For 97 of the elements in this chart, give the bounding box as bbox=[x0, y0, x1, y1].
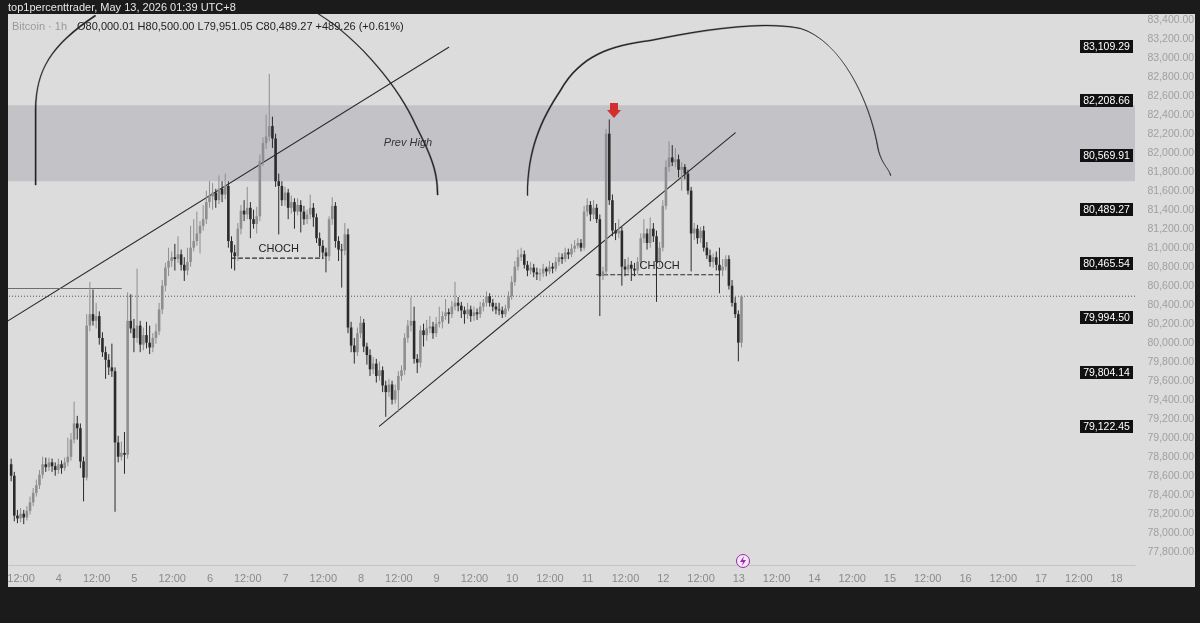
candlestick bbox=[375, 358, 378, 384]
candlestick bbox=[148, 325, 151, 355]
candlestick bbox=[497, 302, 501, 316]
candlestick bbox=[538, 268, 542, 282]
x-tick-label: 12:00 bbox=[233, 571, 262, 584]
candlestick bbox=[648, 216, 652, 249]
candlestick bbox=[674, 147, 677, 168]
x-tick-label: 8 bbox=[358, 571, 365, 584]
y-tick-label: 80,000.00 bbox=[1147, 336, 1195, 349]
y-tick-label: 79,800.00 bbox=[1147, 355, 1195, 368]
x-tick-label: 15 bbox=[883, 571, 897, 584]
text: Bitcoin · 1h bbox=[12, 20, 68, 32]
y-tick-label: 81,000.00 bbox=[1147, 241, 1195, 254]
candlestick bbox=[214, 188, 218, 209]
x-tick-label: 9 bbox=[433, 571, 440, 584]
y-tick-label: 78,000.00 bbox=[1147, 526, 1195, 539]
candlestick bbox=[290, 194, 293, 214]
x-tick-label: 18 bbox=[1110, 571, 1123, 584]
x-tick-label: 16 bbox=[959, 571, 972, 584]
candlestick bbox=[378, 361, 381, 382]
annotation: 82,208.66 bbox=[1080, 94, 1133, 108]
y-tick-label: 78,800.00 bbox=[1147, 450, 1195, 463]
x-tick-label: 12:00 bbox=[1065, 571, 1093, 584]
candlestick bbox=[422, 323, 425, 347]
candlestick bbox=[142, 327, 145, 351]
annotation: 79,804.14 bbox=[1080, 365, 1133, 379]
x-tick-label: 14 bbox=[808, 571, 821, 584]
annotation: 79,122.45 bbox=[1080, 420, 1133, 433]
candlestick bbox=[293, 197, 296, 230]
y-tick-label: 81,600.00 bbox=[1147, 184, 1195, 197]
y-tick-label: 81,800.00 bbox=[1147, 165, 1195, 178]
y-tick-label: 79,000.00 bbox=[1147, 431, 1195, 444]
candlestick bbox=[211, 182, 214, 211]
candlestick bbox=[670, 144, 674, 167]
candlestick bbox=[120, 441, 123, 461]
candlestick bbox=[680, 161, 683, 192]
y-tick-label: 78,200.00 bbox=[1147, 507, 1195, 520]
y-tick-label: 81,200.00 bbox=[1147, 222, 1195, 235]
x-tick-label: 5 bbox=[131, 571, 138, 584]
x-tick-label: 12:00 bbox=[309, 571, 338, 584]
x-tick-label: 12:00 bbox=[82, 571, 111, 584]
annotation: 83,109.29 bbox=[1080, 40, 1133, 53]
candlestick bbox=[123, 431, 126, 475]
y-tick-label: 80,800.00 bbox=[1147, 260, 1195, 273]
y-tick-label: 82,400.00 bbox=[1147, 108, 1195, 121]
x-tick-label: 12:00 bbox=[762, 571, 791, 584]
x-tick-label: 6 bbox=[206, 571, 214, 584]
annotation: 80,465.54 bbox=[1080, 257, 1133, 271]
candlestick bbox=[589, 200, 592, 222]
x-tick-label: 11 bbox=[582, 571, 594, 584]
y-tick-label: 83,000.00 bbox=[1147, 51, 1195, 64]
x-tick-label: 12:00 bbox=[536, 571, 564, 584]
y-tick-label: 82,800.00 bbox=[1147, 70, 1195, 83]
x-tick-label: 12 bbox=[657, 571, 670, 584]
x-tick-label: 12:00 bbox=[460, 571, 489, 584]
candlestick bbox=[696, 224, 699, 245]
y-tick-label: 80,400.00 bbox=[1147, 298, 1195, 311]
x-tick-label: 12:00 bbox=[989, 571, 1018, 584]
x-tick-label: 12:00 bbox=[913, 571, 942, 584]
candlestick bbox=[397, 370, 400, 413]
candlestick bbox=[245, 186, 249, 220]
candlestick bbox=[308, 194, 312, 220]
y-tick-label: 81,400.00 bbox=[1147, 203, 1195, 216]
y-tick-label: 82,000.00 bbox=[1147, 146, 1195, 159]
y-tick-label: 77,800.00 bbox=[1147, 545, 1195, 558]
x-tick-label: 7 bbox=[282, 571, 289, 584]
y-tick-label: 83,400.00 bbox=[1147, 13, 1195, 26]
x-tick-label: 17 bbox=[1034, 571, 1048, 584]
y-tick-label: 82,200.00 bbox=[1147, 127, 1195, 140]
y-tick-label: 79,200.00 bbox=[1147, 412, 1195, 425]
y-tick-label: 82,600.00 bbox=[1147, 89, 1195, 102]
candlestick bbox=[223, 173, 227, 200]
x-tick-label: 12:00 bbox=[158, 571, 186, 584]
candlestick bbox=[249, 201, 252, 239]
x-tick-label: 12:00 bbox=[611, 571, 640, 584]
annotation: 80,569.91 bbox=[1080, 148, 1133, 162]
annotation: 80,489.27 bbox=[1080, 202, 1133, 216]
y-tick-label: 83,200.00 bbox=[1147, 32, 1195, 45]
y-tick-label: 80,600.00 bbox=[1147, 279, 1195, 292]
x-tick-label: 12:00 bbox=[7, 571, 35, 584]
x-tick-label: 10 bbox=[506, 571, 519, 584]
y-tick-label: 78,400.00 bbox=[1147, 488, 1195, 501]
x-tick-label: 13 bbox=[732, 571, 745, 584]
y-tick-label: 78,600.00 bbox=[1147, 469, 1195, 482]
y-tick-label: 79,400.00 bbox=[1147, 393, 1195, 406]
candlestick bbox=[425, 319, 428, 342]
text: top1percenttrader, May 13, 2026 01:39 UTC+8 bbox=[8, 0, 236, 14]
y-tick-label: 79,600.00 bbox=[1147, 374, 1195, 387]
x-tick-label: 12:00 bbox=[385, 571, 413, 584]
x-tick-label: 12:00 bbox=[687, 571, 715, 584]
candlestick bbox=[677, 154, 680, 178]
annotation: 79,994.50 bbox=[1080, 311, 1133, 325]
annotation: CHOCH bbox=[258, 242, 299, 255]
y-tick-label: 80,200.00 bbox=[1147, 317, 1195, 330]
x-tick-label: 12:00 bbox=[838, 571, 866, 584]
candlestick bbox=[592, 199, 595, 220]
x-tick-label: 4 bbox=[55, 571, 62, 584]
